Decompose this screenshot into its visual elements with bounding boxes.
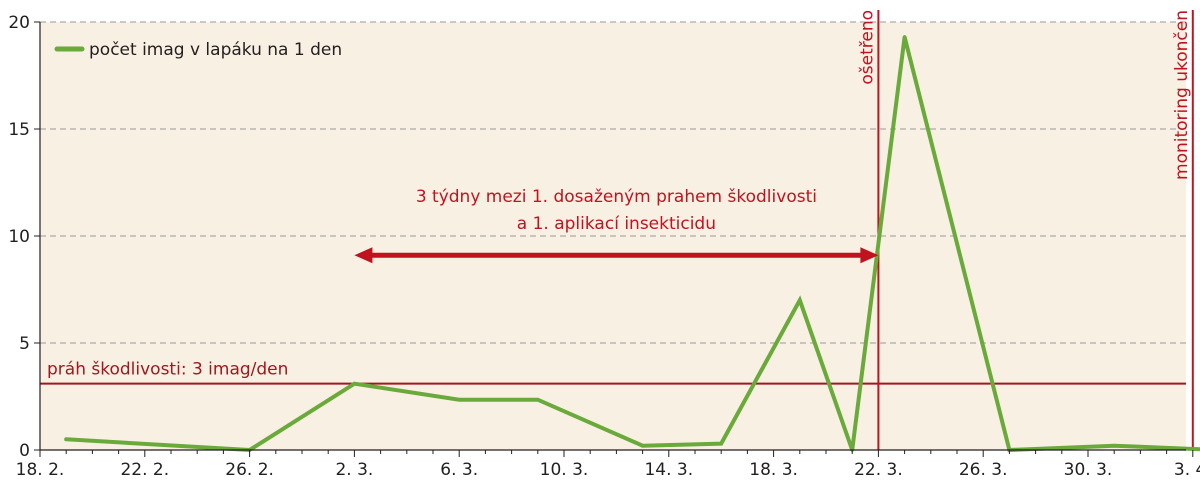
data-point: [719, 441, 723, 446]
threshold-label: práh škodlivosti: 3 imag/den: [47, 360, 288, 380]
grid-lines: [40, 21, 1186, 344]
y-tick-label: 20: [8, 13, 30, 33]
x-tick-label: 6. 3.: [440, 460, 478, 480]
x-tick-label: 18. 2.: [16, 460, 65, 480]
annotation-group: 3 týdny mezi 1. dosaženým prahem škodliv…: [354, 187, 879, 264]
x-tick-label: 14. 3.: [644, 460, 693, 480]
y-tick-label: 10: [8, 227, 30, 247]
x-tick-label: 26. 3.: [959, 460, 1008, 480]
legend-label: počet imag v lapáku na 1 den: [89, 40, 342, 60]
data-point: [457, 397, 462, 402]
legend: počet imag v lapáku na 1 den: [54, 40, 342, 60]
data-point: [1112, 443, 1116, 448]
x-tick-label: 22. 3.: [854, 460, 903, 480]
x-tick-label: 3. 4.: [1174, 460, 1200, 480]
annotation-text: 3 týdny mezi 1. dosaženým prahem škodliv…: [416, 187, 817, 207]
x-tick-label: 26. 2.: [225, 460, 274, 480]
y-tick-label: 0: [19, 441, 30, 461]
x-tick-label: 30. 3.: [1064, 460, 1113, 480]
vertical-marker-label: monitoring ukončen: [1172, 10, 1192, 180]
data-point: [798, 298, 802, 303]
data-point: [640, 443, 645, 448]
data-point: [64, 437, 68, 442]
data-point: [902, 35, 907, 39]
axes-group: 0 5 10 15 20 18. 2. 22. 2. 26. 2. 2. 3. 6. 3. 10. …: [8, 13, 1200, 480]
annotation-arrow-head-right: [860, 247, 879, 264]
x-tick-label: 10. 3.: [540, 460, 589, 480]
x-tick-label: 22. 2.: [120, 460, 169, 480]
vertical-marker-label: ošetřeno: [857, 10, 877, 85]
x-tick-label: 2. 3.: [335, 460, 373, 480]
y-tick-label: 15: [8, 120, 30, 140]
threshold-group: práh škodlivosti: 3 imag/den: [40, 360, 1186, 385]
annotation-text: a 1. aplikací insekticidu: [517, 214, 716, 234]
y-tick-label: 5: [19, 334, 30, 354]
data-point: [352, 381, 357, 386]
annotation-arrow-head-left: [354, 247, 373, 264]
data-point: [536, 397, 540, 402]
x-tick-label: 18. 3.: [749, 460, 798, 480]
